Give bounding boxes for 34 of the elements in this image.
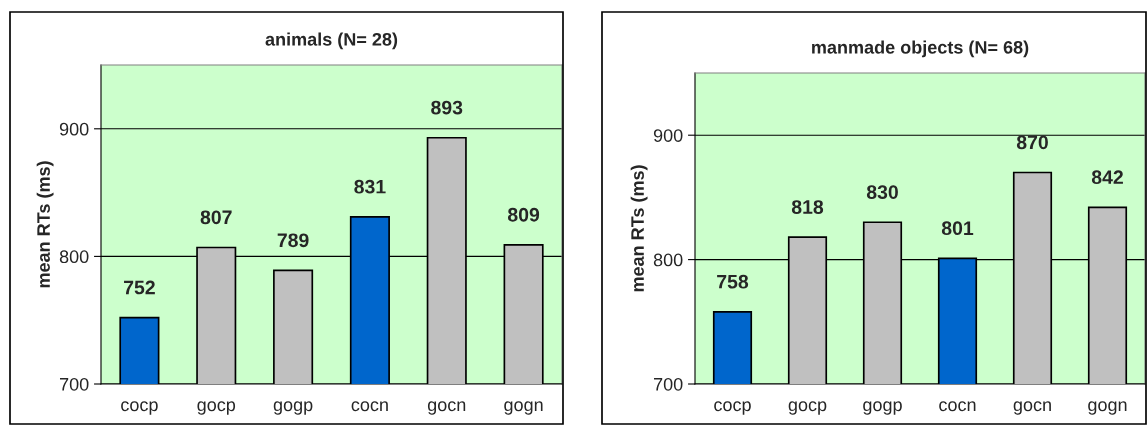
x-tick-label: gogp xyxy=(273,401,313,415)
x-tick-label: gocp xyxy=(788,401,827,415)
data-label: 818 xyxy=(791,200,824,214)
x-tick-label: cocp xyxy=(121,401,158,415)
data-label: 809 xyxy=(507,207,540,222)
x-tick-label: gogn xyxy=(504,401,543,415)
data-label: 752 xyxy=(124,280,155,295)
x-tick-label: cocn xyxy=(939,401,976,412)
x-tick-label: gocn xyxy=(427,401,466,415)
y-axis-title: mean RTs (ms) xyxy=(630,165,648,292)
y-axis-title: mean RTs (ms) xyxy=(36,161,54,288)
chart-title: manmade objects (N= 68) xyxy=(812,40,1029,58)
data-label: 758 xyxy=(717,274,749,289)
data-label: 831 xyxy=(354,179,386,194)
data-label: 801 xyxy=(941,221,974,236)
data-label: 893 xyxy=(431,100,463,115)
data-label: 842 xyxy=(1091,170,1123,185)
data-label: 870 xyxy=(1016,135,1048,150)
y-tick-label: 700 xyxy=(60,377,89,391)
x-tick-label: cocp xyxy=(714,401,751,415)
y-tick-label: 800 xyxy=(59,250,89,264)
chart-title: animals (N= 28) xyxy=(265,32,398,50)
y-tick-label: 800 xyxy=(653,253,683,267)
x-tick-label: gogn xyxy=(1088,401,1127,415)
data-label: 789 xyxy=(277,233,309,248)
y-tick-label: 700 xyxy=(654,377,683,391)
x-tick-label: gocp xyxy=(197,401,236,415)
x-tick-label: gocn xyxy=(1013,401,1051,415)
data-label: 830 xyxy=(866,185,898,200)
x-tick-label: cocn xyxy=(351,401,388,412)
x-tick-label: gogp xyxy=(863,401,902,415)
y-tick-label: 900 xyxy=(653,129,683,142)
y-tick-label: 900 xyxy=(59,122,89,136)
data-label: 807 xyxy=(200,210,232,225)
